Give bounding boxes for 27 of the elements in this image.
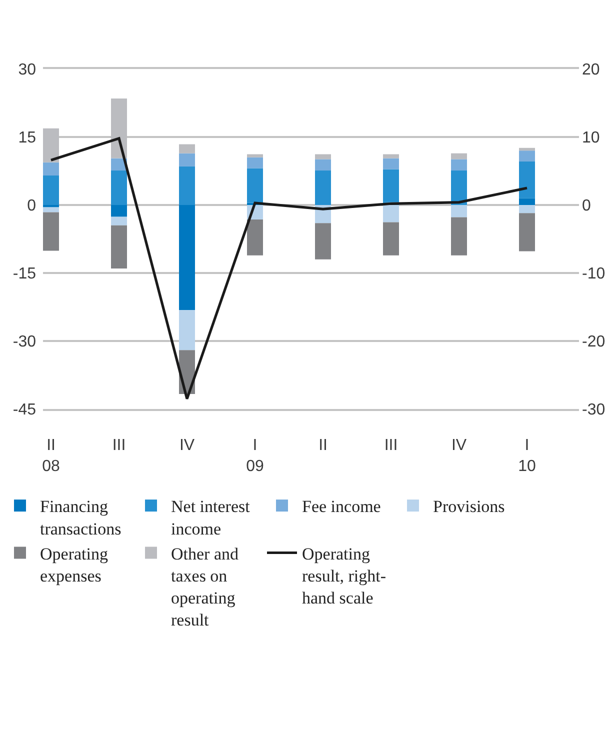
x-tick-label: IV: [451, 436, 467, 454]
y2-tick-label: 0: [582, 198, 591, 215]
y-tick-label: 30: [18, 62, 36, 79]
legend-label: Provisions: [433, 497, 505, 516]
y-tick-label: -45: [12, 402, 36, 419]
x-tick-label: III: [112, 436, 126, 454]
x-tick-label: I 10: [518, 436, 536, 475]
x-tick-label: III: [384, 436, 398, 454]
x-tick-label: II: [318, 436, 328, 454]
legend-label: Other and taxes on operating result: [171, 544, 239, 630]
y2-tick-label: -10: [582, 266, 606, 283]
y2-tick-label: 10: [582, 130, 600, 147]
x-tick-label: II 08: [42, 436, 60, 475]
y2-tick-label: 20: [582, 62, 600, 79]
y2-tick-label: -30: [582, 402, 606, 419]
y-tick-label: -30: [12, 334, 36, 351]
y-tick-label: 0: [27, 198, 36, 215]
legend-label: Financing transactions: [40, 497, 122, 538]
legend-label: Net interest income: [171, 497, 250, 538]
x-tick-label: IV: [179, 436, 195, 454]
y2-tick-label: -20: [582, 334, 606, 351]
y-tick-label: -15: [12, 266, 36, 283]
x-tick-label: I 09: [246, 436, 264, 475]
y-tick-label: 15: [18, 130, 36, 147]
legend-label: Operating expenses: [40, 544, 108, 586]
legend-label: Operating result, right-hand scale: [302, 544, 386, 608]
legend-label: Fee income: [302, 497, 381, 516]
